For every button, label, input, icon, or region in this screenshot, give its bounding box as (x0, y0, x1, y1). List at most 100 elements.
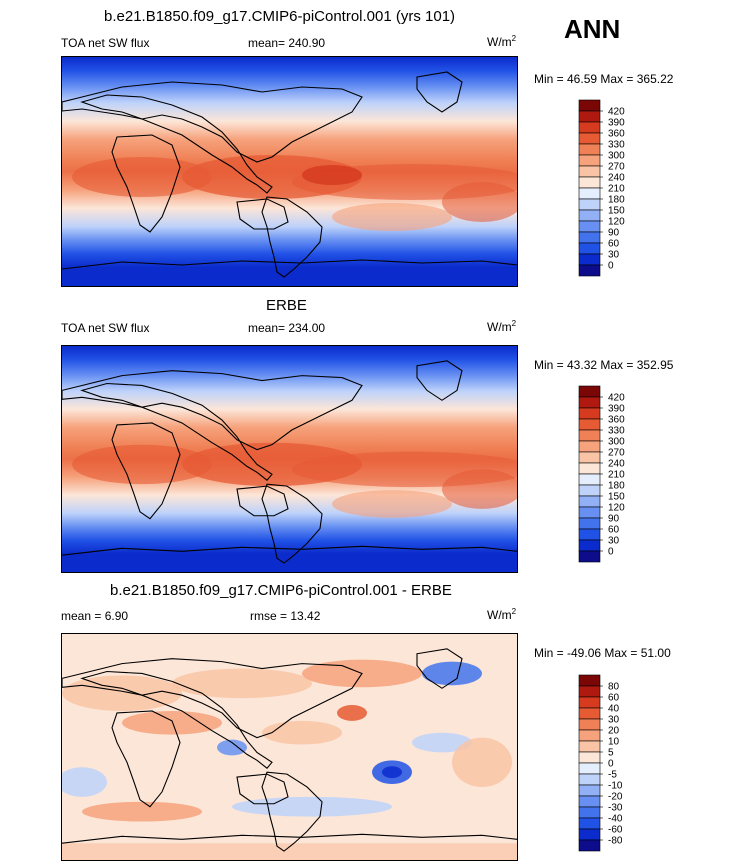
contour-region (442, 182, 517, 222)
colorbar-box (578, 110, 601, 123)
colorbar-box (578, 264, 601, 277)
coastline (236, 198, 289, 230)
coastline (80, 382, 273, 481)
colorbar-box (578, 198, 601, 211)
colorbar-label: 30 (608, 536, 620, 547)
colorbar-box (578, 132, 601, 145)
colorbar-label: 150 (608, 206, 625, 217)
colorbar-box (578, 795, 601, 808)
contour-region (122, 710, 222, 735)
colorbar-box (578, 806, 601, 819)
panel2-minmax: Min = 43.32 Max = 352.95 (534, 358, 674, 372)
panel3-mean: mean = 6.90 (61, 609, 129, 623)
coastline (236, 485, 289, 517)
colorbar-label: 0 (608, 547, 614, 558)
panel1-units: W/m2 (487, 34, 517, 49)
colorbar-label: -40 (608, 814, 623, 825)
colorbar-label: 90 (608, 228, 620, 239)
colorbar-box (578, 176, 601, 189)
panel1-minmax: Min = 46.59 Max = 365.22 (534, 72, 674, 86)
colorbar-label: 360 (608, 415, 625, 426)
panel2-mean: mean= 234.00 (248, 321, 326, 335)
panel1-title: b.e21.B1850.f09_g17.CMIP6-piControl.001 … (104, 8, 456, 25)
contour-region (217, 739, 247, 756)
colorbar-box (578, 187, 601, 200)
colorbar-box (578, 784, 601, 797)
contour-region (172, 668, 312, 699)
colorbar-box (578, 506, 601, 519)
coastline (62, 259, 517, 270)
coastline (111, 134, 181, 233)
contour-region (382, 766, 402, 779)
coastline (62, 545, 517, 556)
coastline (416, 360, 463, 401)
panel1-colorbar: 420 390 360 330 300 270 240 210 180 150 120 90 60 30 0 (578, 99, 625, 282)
colorbar-box (578, 751, 601, 764)
colorbar-label: 0 (608, 261, 614, 272)
colorbar-label: 20 (608, 726, 620, 737)
colorbar-box (578, 473, 601, 486)
colorbar-box (578, 440, 601, 453)
panel3-map (61, 633, 518, 861)
colorbar-label: 10 (608, 737, 620, 748)
colorbar-box (578, 143, 601, 156)
colorbar-box (578, 729, 601, 742)
contour-region (262, 720, 342, 745)
colorbar-box (578, 220, 601, 233)
panel3-minmax: Min = -49.06 Max = 51.00 (534, 646, 671, 660)
contour-region (62, 767, 107, 797)
panel3-units: W/m2 (487, 607, 517, 622)
colorbar-label: -10 (608, 781, 623, 792)
colorbar-label: 420 (608, 393, 625, 404)
colorbar-box (578, 707, 601, 720)
colorbar-box (578, 696, 601, 709)
colorbar-box (578, 550, 601, 563)
coastline (62, 658, 363, 739)
coastline (80, 94, 273, 194)
coastline (62, 833, 517, 844)
panel2-map (61, 345, 518, 573)
colorbar-box (578, 418, 601, 431)
colorbar-label: 0 (608, 759, 614, 770)
colorbar-box (578, 462, 601, 475)
colorbar-box (578, 407, 601, 420)
colorbar-label: 180 (608, 195, 625, 206)
contour-region (232, 796, 392, 817)
colorbar-box (578, 484, 601, 497)
panel3-title: b.e21.B1850.f09_g17.CMIP6-piControl.001 … (110, 582, 452, 599)
colorbar-box (578, 773, 601, 786)
colorbar-label: 120 (608, 503, 625, 514)
colorbar-label: 330 (608, 140, 625, 151)
colorbar-box (578, 154, 601, 167)
panel2-variable: TOA net SW flux (61, 321, 150, 335)
colorbar-label: 5 (608, 748, 614, 759)
colorbar-box (578, 242, 601, 255)
colorbar-box (578, 762, 601, 775)
panel1-variable: TOA net SW flux (61, 36, 150, 50)
coastline (236, 773, 289, 805)
panel1-mean: mean= 240.90 (248, 36, 326, 50)
colorbar-box (578, 828, 601, 841)
colorbar-label: -20 (608, 792, 623, 803)
colorbar-label: 120 (608, 217, 625, 228)
contour-region (452, 737, 512, 787)
colorbar-label: -30 (608, 803, 623, 814)
panel2-colorbar: 420 390 360 330 300 270 240 210 180 150 120 90 60 30 0 (578, 385, 625, 568)
colorbar-label: 330 (608, 426, 625, 437)
contour-region (302, 165, 362, 185)
colorbar-label: 180 (608, 481, 625, 492)
colorbar-label: 270 (608, 162, 625, 173)
contour-region (332, 203, 452, 231)
coastline (80, 670, 273, 769)
colorbar-label: 90 (608, 514, 620, 525)
colorbar-label: 60 (608, 525, 620, 536)
colorbar-box (578, 165, 601, 178)
coastline (62, 81, 363, 163)
panel3-colorbar: 80 60 40 30 20 10 5 0 -5 -10 -20 -30 -40 -60 -80 (578, 674, 623, 857)
colorbar-label: 30 (608, 250, 620, 261)
colorbar-box (578, 209, 601, 222)
colorbar-box (578, 817, 601, 830)
colorbar-box (578, 539, 601, 552)
colorbar-label: 80 (608, 682, 620, 693)
contour-region (72, 444, 212, 485)
